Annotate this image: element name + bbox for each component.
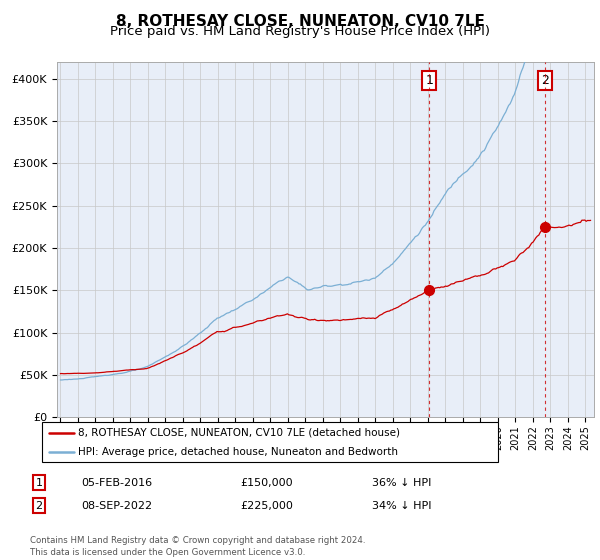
Text: 05-FEB-2016: 05-FEB-2016 [81, 478, 152, 488]
Text: 2: 2 [541, 74, 549, 87]
FancyBboxPatch shape [42, 422, 498, 462]
Text: 8, ROTHESAY CLOSE, NUNEATON, CV10 7LE: 8, ROTHESAY CLOSE, NUNEATON, CV10 7LE [116, 14, 484, 29]
Text: 08-SEP-2022: 08-SEP-2022 [81, 501, 152, 511]
Text: 8, ROTHESAY CLOSE, NUNEATON, CV10 7LE (detached house): 8, ROTHESAY CLOSE, NUNEATON, CV10 7LE (d… [79, 428, 400, 438]
Text: Contains HM Land Registry data © Crown copyright and database right 2024.
This d: Contains HM Land Registry data © Crown c… [30, 536, 365, 557]
Text: 1: 1 [35, 478, 43, 488]
Text: 2: 2 [35, 501, 43, 511]
Text: 36% ↓ HPI: 36% ↓ HPI [372, 478, 431, 488]
Text: 34% ↓ HPI: 34% ↓ HPI [372, 501, 431, 511]
Text: 1: 1 [425, 74, 433, 87]
Text: HPI: Average price, detached house, Nuneaton and Bedworth: HPI: Average price, detached house, Nune… [79, 447, 398, 458]
Text: £225,000: £225,000 [240, 501, 293, 511]
Text: £150,000: £150,000 [240, 478, 293, 488]
Text: Price paid vs. HM Land Registry's House Price Index (HPI): Price paid vs. HM Land Registry's House … [110, 25, 490, 38]
